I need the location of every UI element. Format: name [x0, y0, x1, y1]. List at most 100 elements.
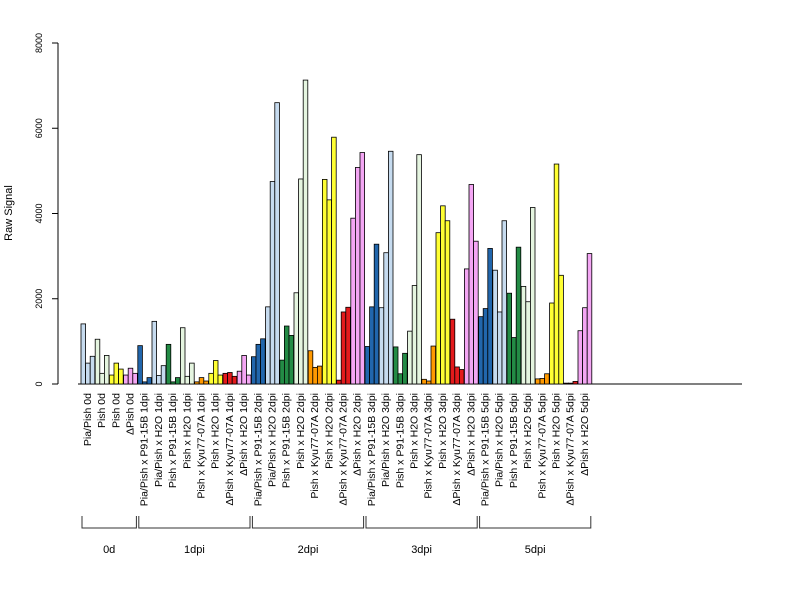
category-label: Pia/Pish x H2O 5dpi [494, 393, 506, 487]
bar [94, 338, 101, 385]
category-label: Pish x H2O 2dpi [323, 393, 335, 469]
bar [312, 366, 318, 385]
bar [421, 378, 427, 385]
bar [402, 352, 408, 385]
bar [151, 320, 157, 385]
group-label: 3dpi [411, 544, 432, 556]
bar [407, 330, 413, 385]
category-label: Pia/Pish x P91-15B 2dpi [252, 393, 264, 506]
category-label: Pish x P91-15B 5dpi [508, 393, 520, 488]
category-label: ΔPish x H2O 1dpi [238, 393, 250, 476]
bar [383, 252, 389, 385]
bar [449, 318, 456, 385]
category-label: Pish x Kyu77-07A 1dpi [196, 393, 208, 499]
category-label: Pia/Pish x H2O 2dpi [267, 393, 279, 487]
bar [506, 292, 512, 385]
category-label: Pia/Pish x P91-15B 1dpi [139, 393, 151, 506]
category-label: ΔPish x Kyu77-07A 5dpi [565, 393, 577, 506]
bar [203, 380, 209, 385]
bar [411, 285, 418, 385]
category-label: ΔPish 0d [125, 393, 137, 435]
bar [194, 381, 200, 385]
bar [236, 370, 243, 385]
bar [553, 163, 560, 385]
category-label: Pia/Pish 0d [82, 393, 94, 446]
bar [146, 377, 152, 385]
category-label: Pish x H2O 5dpi [522, 393, 534, 469]
category-label: ΔPish x H2O 5dpi [579, 393, 591, 476]
bar [378, 307, 385, 385]
bar [302, 79, 309, 385]
y-tick-label: 6000 [34, 118, 44, 138]
bar [430, 345, 436, 385]
category-label: ΔPish x H2O 3dpi [465, 393, 477, 476]
bar [544, 373, 550, 385]
bar [586, 253, 593, 385]
bar [307, 350, 314, 385]
bar [369, 306, 375, 385]
bar [444, 220, 451, 385]
bar [104, 355, 110, 385]
bar [85, 362, 91, 385]
group-label: 5dpi [525, 544, 546, 556]
bar [127, 367, 134, 385]
bar [283, 325, 290, 385]
category-label: Pish x H2O 1dpi [181, 393, 193, 469]
bar [515, 246, 522, 385]
bar [165, 343, 172, 385]
bars-layer [80, 79, 593, 385]
bar [520, 285, 527, 385]
bar [141, 381, 148, 385]
group-brackets: 0d 1dpi 2dpi 3dpi 5dpi [81, 516, 592, 556]
bar [487, 248, 493, 385]
bar [468, 184, 474, 385]
bar [279, 359, 285, 385]
y-axis: 0 2000 4000 6000 8000 [34, 33, 59, 387]
category-label: Pish x Kyu77-07A 3dpi [423, 393, 435, 499]
bar [109, 374, 115, 385]
bar [354, 167, 361, 385]
bar [496, 311, 503, 385]
bar [458, 369, 465, 385]
category-label: Pia/Pish x H2O 1dpi [153, 393, 165, 487]
bar [260, 338, 266, 385]
bar [316, 365, 323, 385]
bar [373, 243, 380, 385]
bar [416, 154, 422, 385]
bar [326, 199, 332, 385]
category-label: ΔPish x Kyu77-07A 2dpi [338, 393, 350, 506]
bar [170, 381, 176, 385]
bar [245, 374, 252, 385]
bar [241, 355, 247, 385]
bar [227, 372, 233, 385]
y-axis-title: Raw Signal [3, 185, 15, 241]
bar [549, 302, 555, 385]
bar [269, 181, 276, 385]
bar [582, 307, 588, 385]
bar [331, 136, 337, 385]
bar [156, 375, 162, 385]
bar [425, 380, 432, 385]
bar [392, 346, 399, 385]
bar [364, 346, 370, 385]
y-tick-label: 4000 [34, 203, 44, 223]
category-label: Pish x P91-15B 2dpi [281, 393, 293, 488]
bar [298, 178, 304, 385]
bar [293, 292, 299, 385]
bar [321, 178, 328, 385]
y-tick-label: 2000 [34, 289, 44, 309]
category-label: ΔPish x Kyu77-07A 3dpi [451, 393, 463, 506]
bar [212, 360, 219, 385]
category-label: Pish x Kyu77-07A 5dpi [536, 393, 548, 499]
category-label: Pish 0d [110, 393, 122, 428]
bar [89, 355, 96, 385]
group-bracket [81, 516, 137, 529]
bar [558, 274, 564, 385]
bar [539, 378, 545, 385]
bar [454, 366, 460, 385]
bar [535, 378, 541, 385]
bar [132, 372, 138, 385]
group-bracket [138, 516, 251, 529]
category-label: Pish 0d [96, 393, 108, 428]
bar [198, 377, 205, 385]
